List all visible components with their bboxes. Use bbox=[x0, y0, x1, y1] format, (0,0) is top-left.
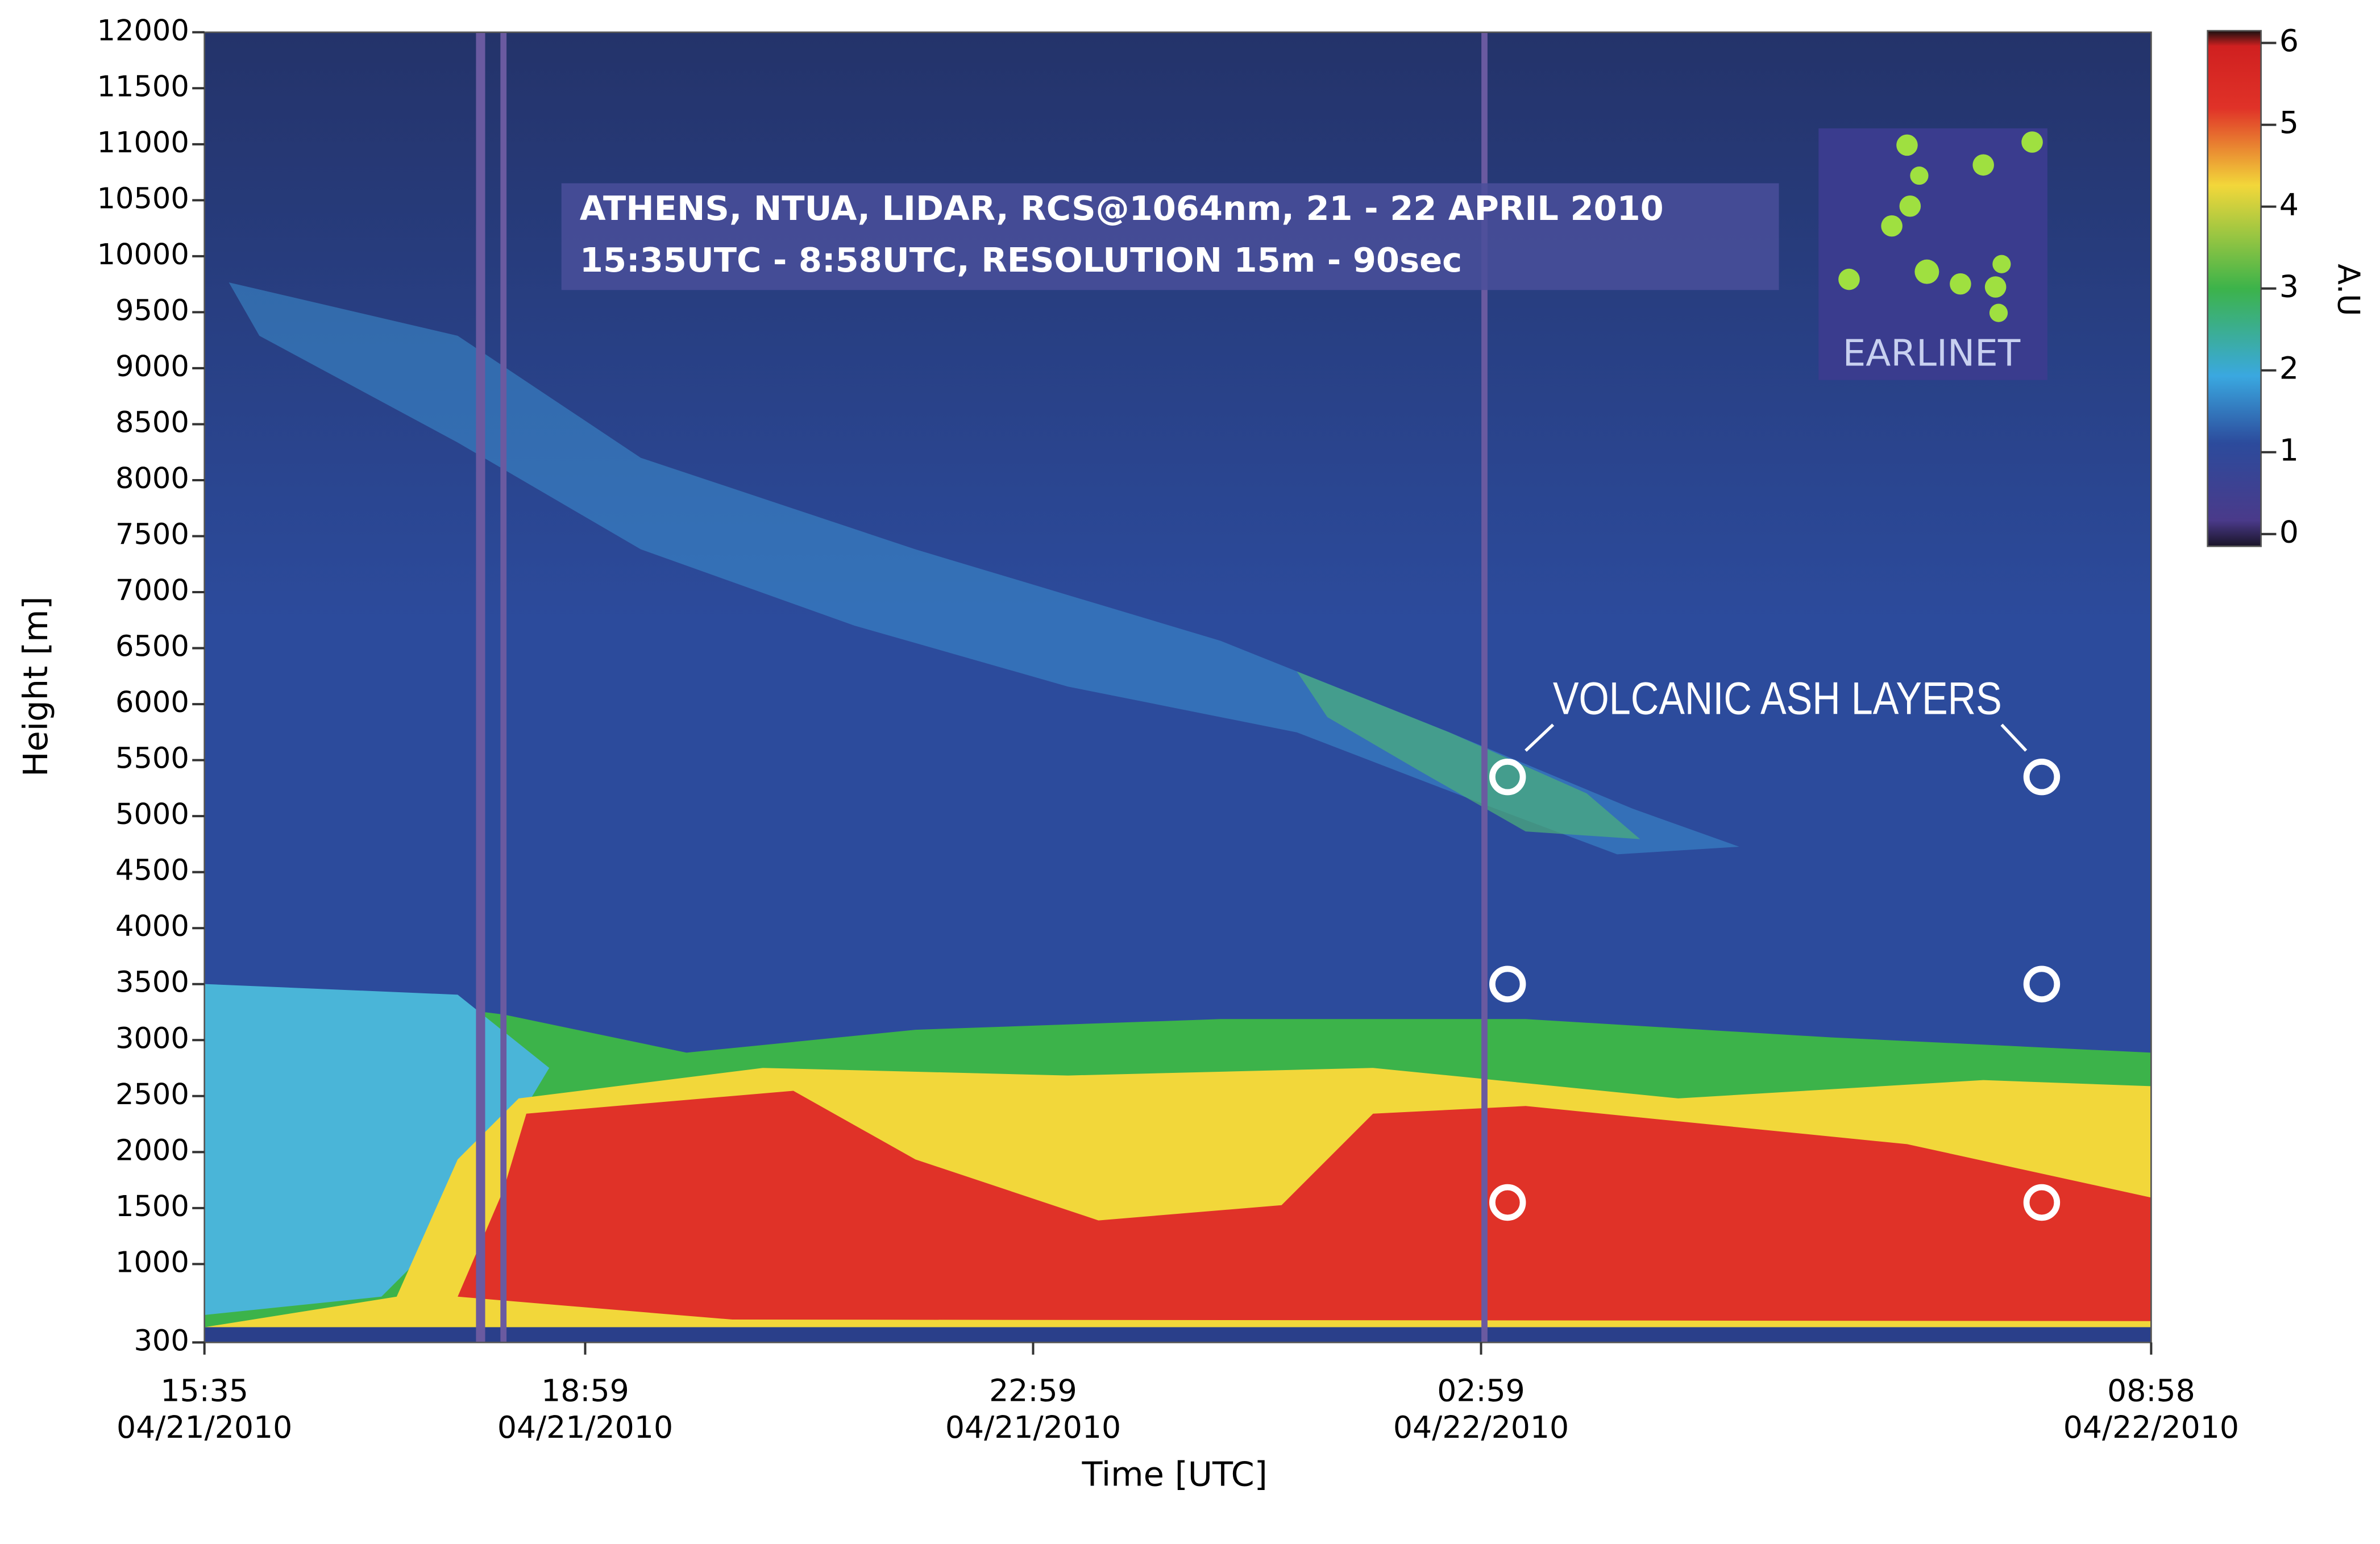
data-gap bbox=[1481, 32, 1488, 1343]
x-tick-label: 22:59 bbox=[989, 1373, 1077, 1409]
y-tick-label: 2000 bbox=[115, 1134, 189, 1167]
ash-marker bbox=[2023, 1184, 2061, 1221]
ash-marker bbox=[1489, 965, 1526, 1002]
ash-marker bbox=[1489, 1184, 1526, 1221]
plot-frame bbox=[203, 31, 2152, 1343]
y-tick-label: 6500 bbox=[115, 630, 189, 664]
y-tick-label: 1500 bbox=[115, 1190, 189, 1223]
red-layer bbox=[458, 1091, 2151, 1321]
cyan-layer bbox=[204, 984, 550, 1315]
x-tick-date: 04/22/2010 bbox=[1393, 1409, 1569, 1445]
ash-plume-core bbox=[1297, 671, 1640, 839]
y-axis-title: Height [m] bbox=[16, 596, 55, 776]
ash-marker bbox=[2023, 965, 2061, 1002]
y-tick-label: 9000 bbox=[115, 350, 189, 384]
y-tick-label: 4000 bbox=[115, 910, 189, 943]
ash-marker bbox=[2023, 758, 2061, 796]
y-tick-label: 10000 bbox=[97, 238, 189, 272]
colorbar-tick-label: 5 bbox=[2279, 105, 2299, 140]
colorbar-title: A.U bbox=[2331, 264, 2366, 316]
y-tick-label: 3000 bbox=[115, 1022, 189, 1055]
y-tick-label: 10500 bbox=[97, 182, 189, 215]
colorbar bbox=[2207, 30, 2262, 547]
y-tick-label: 300 bbox=[134, 1324, 189, 1358]
logo-text: EARLINET bbox=[1843, 332, 2021, 374]
x-tick-label: 18:59 bbox=[541, 1373, 629, 1409]
x-tick-date: 04/21/2010 bbox=[117, 1409, 292, 1445]
logo-box bbox=[1818, 128, 2047, 380]
chart-title: ATHENS, NTUA, LIDAR, RCS@1064nm, 21 - 22… bbox=[580, 189, 1664, 228]
y-tick-label: 4500 bbox=[115, 854, 189, 888]
ash-marker bbox=[1489, 758, 1526, 796]
y-tick-label: 7500 bbox=[115, 518, 189, 552]
annotation-arrow bbox=[1525, 723, 1555, 752]
colorbar-tick-label: 6 bbox=[2279, 23, 2299, 59]
y-tick-label: 5000 bbox=[115, 798, 189, 831]
chart-subtitle: 15:35UTC - 8:58UTC, RESOLUTION 15m - 90s… bbox=[580, 240, 1462, 280]
x-tick-date: 04/22/2010 bbox=[2063, 1409, 2239, 1445]
colorbar-tick-label: 3 bbox=[2279, 268, 2299, 304]
x-tick-date: 04/21/2010 bbox=[945, 1409, 1121, 1445]
x-tick-date: 04/21/2010 bbox=[497, 1409, 673, 1445]
data-gap bbox=[476, 32, 485, 1343]
y-tick-label: 9500 bbox=[115, 294, 189, 327]
y-tick-label: 7000 bbox=[115, 574, 189, 607]
ground-strip bbox=[204, 1327, 2151, 1343]
y-tick-label: 3500 bbox=[115, 966, 189, 1000]
y-tick-label: 8500 bbox=[115, 406, 189, 439]
y-tick-label: 1000 bbox=[115, 1246, 189, 1279]
x-tick-label: 08:58 bbox=[2107, 1373, 2195, 1409]
y-tick-label: 12000 bbox=[97, 14, 189, 48]
title-box bbox=[561, 183, 1779, 290]
colorbar-tick-label: 2 bbox=[2279, 350, 2299, 386]
x-tick-label: 15:35 bbox=[160, 1373, 248, 1409]
annotation-arrow bbox=[2000, 723, 2028, 752]
x-tick-label: 02:59 bbox=[1437, 1373, 1525, 1409]
y-tick-label: 8000 bbox=[115, 462, 189, 496]
colorbar-tick-label: 0 bbox=[2279, 514, 2299, 550]
x-axis-title: Time [UTC] bbox=[1081, 1455, 1267, 1494]
colorbar-tick-label: 1 bbox=[2279, 432, 2299, 468]
logo-dots bbox=[1838, 131, 2043, 322]
y-tick-label: 5500 bbox=[115, 742, 189, 776]
y-tick-label: 2500 bbox=[115, 1078, 189, 1112]
data-gap bbox=[500, 32, 507, 1343]
y-tick-label: 11000 bbox=[97, 126, 189, 160]
annotation: VOLCANIC ASH LAYERS bbox=[1553, 672, 2002, 724]
y-tick-label: 6000 bbox=[115, 686, 189, 719]
colorbar-tick-label: 4 bbox=[2279, 186, 2299, 222]
y-tick-label: 11500 bbox=[97, 70, 189, 103]
